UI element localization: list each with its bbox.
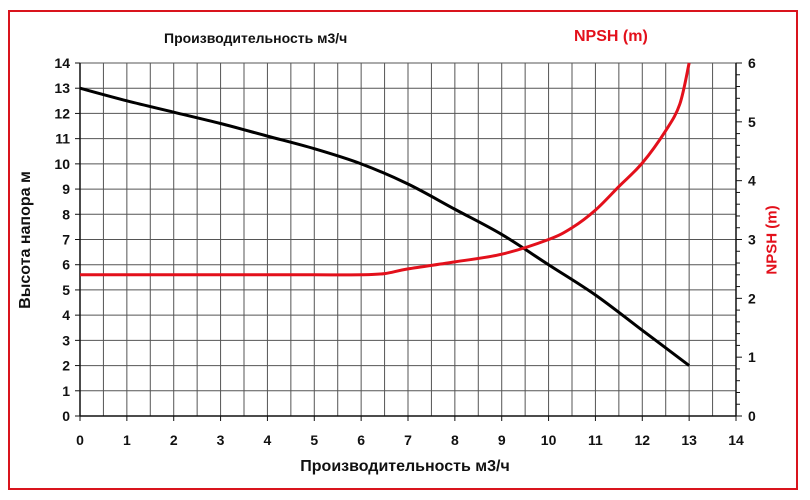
y-tick-label: 10 xyxy=(54,156,70,172)
x-tick-label: 8 xyxy=(451,432,459,448)
y2-tick-label: 0 xyxy=(748,408,756,424)
y2-tick-label: 2 xyxy=(748,290,756,306)
x-tick-label: 13 xyxy=(681,432,697,448)
chart-title-npsh: NPSH (m) xyxy=(574,28,648,45)
y-tick-label: 11 xyxy=(55,131,70,147)
x-tick-label: 12 xyxy=(634,432,650,448)
x-tick-label: 2 xyxy=(170,432,178,448)
y2-tick-label: 5 xyxy=(748,114,756,130)
y-tick-label: 8 xyxy=(62,206,70,222)
head-curve-line xyxy=(79,86,691,367)
x-tick-label: 14 xyxy=(728,432,744,448)
y-tick-label: 1 xyxy=(62,383,70,399)
x-tick-label: 11 xyxy=(588,432,603,448)
x-tick-label: 0 xyxy=(76,432,84,448)
y2-tick-label: 4 xyxy=(748,173,756,189)
y-tick-label: 12 xyxy=(54,105,70,121)
y-tick-label: 5 xyxy=(62,282,70,298)
y-tick-label: 0 xyxy=(62,408,70,424)
x-tick-label: 3 xyxy=(217,432,225,448)
y-tick-label: 9 xyxy=(62,181,70,197)
x-tick-label: 9 xyxy=(498,432,506,448)
y2-tick-label: 3 xyxy=(748,232,756,248)
y-tick-label: 14 xyxy=(54,55,70,71)
y2-tick-label: 6 xyxy=(748,55,756,71)
x-tick-label: 10 xyxy=(541,432,557,448)
x-tick-label: 6 xyxy=(357,432,365,448)
x-axis-label: Производительность м3/ч xyxy=(300,458,510,475)
x-tick-label: 1 xyxy=(123,432,131,448)
y-tick-label: 7 xyxy=(62,232,70,248)
x-tick-label: 4 xyxy=(264,432,272,448)
npsh-curve-line xyxy=(79,62,691,277)
y-tick-label: 4 xyxy=(62,307,70,323)
y-tick-label: 3 xyxy=(62,332,70,348)
y-tick-label: 6 xyxy=(62,257,70,273)
y2-tick-label: 1 xyxy=(748,349,756,365)
x-tick-label: 7 xyxy=(404,432,412,448)
y-tick-label: 2 xyxy=(62,358,70,374)
y-tick-label: 13 xyxy=(54,80,70,96)
chart-frame xyxy=(8,10,798,490)
x-tick-label: 5 xyxy=(310,432,318,448)
chart-title-flow: Производительность м3/ч xyxy=(164,30,348,46)
